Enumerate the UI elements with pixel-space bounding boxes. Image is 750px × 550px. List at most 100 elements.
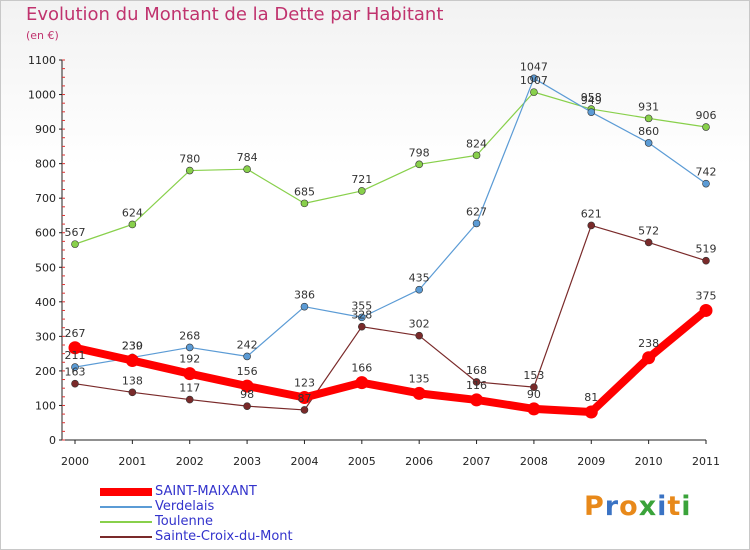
data-point: [644, 238, 653, 247]
series-line: [74, 91, 707, 245]
data-label: 798: [409, 146, 430, 159]
data-label: 153: [523, 369, 544, 382]
data-label: 328: [351, 309, 372, 322]
data-point: [644, 114, 653, 123]
data-label: 98: [240, 388, 254, 401]
line-chart: 0 100 200 300 400 500 600 700 800 900 1000 1100 2000…: [28, 54, 720, 468]
x-tick-label: 2009: [577, 455, 605, 468]
x-tick-label: 2002: [176, 455, 204, 468]
data-point: [527, 402, 541, 416]
data-point: [128, 220, 137, 229]
legend-label: Toulenne: [155, 514, 214, 529]
data-point: [183, 367, 197, 381]
y-tick-label: 400: [35, 296, 56, 309]
data-point: [470, 393, 484, 407]
legend-swatch: [100, 520, 152, 523]
data-label: 117: [179, 382, 200, 395]
data-point: [71, 379, 79, 388]
legend-swatch: [100, 535, 152, 538]
x-tick-label: 2004: [290, 455, 318, 468]
data-point: [412, 386, 426, 400]
logo-letter: o: [619, 491, 639, 522]
data-point: [240, 379, 254, 393]
data-point: [185, 343, 194, 352]
data-label: 135: [409, 372, 430, 385]
data-label: 90: [527, 388, 541, 401]
data-label: 784: [237, 151, 258, 164]
data-point: [128, 388, 137, 397]
x-tick-label: 2006: [405, 455, 433, 468]
data-label: 906: [696, 109, 717, 122]
series-verdelais: [71, 74, 710, 371]
data-label: 81: [584, 391, 598, 404]
series-line: [74, 224, 707, 411]
axes: 0 100 200 300 400 500 600 700 800 900 1000 1100 2000…: [28, 54, 720, 468]
data-label: 166: [351, 362, 372, 375]
data-label: 1007: [520, 74, 548, 87]
data-point: [243, 402, 251, 410]
x-tick-label: 2001: [118, 455, 146, 468]
y-tick-label: 100: [35, 399, 56, 412]
data-label: 230: [122, 340, 143, 353]
data-label: 721: [351, 173, 372, 186]
x-tick-label: 2011: [692, 455, 720, 468]
data-point: [243, 352, 251, 361]
logo-letter: i: [681, 491, 692, 522]
chart-subtitle: (en €): [26, 29, 59, 42]
data-point: [243, 165, 251, 173]
data-label: 302: [409, 318, 430, 331]
y-tick-label: 500: [35, 261, 56, 274]
data-point: [472, 378, 481, 386]
y-tick-label: 0: [49, 434, 56, 447]
data-label: 211: [65, 349, 86, 362]
data-point: [297, 391, 311, 405]
logo-letter: t: [667, 491, 682, 522]
data-label: 572: [638, 224, 659, 237]
data-label: 627: [466, 205, 487, 218]
legend-label: Sainte-Croix-du-Mont: [155, 529, 293, 544]
proxiti-logo: Proxiti: [584, 491, 692, 522]
legend-label: SAINT-MAIXANT: [155, 484, 257, 499]
x-tick-label: 2005: [348, 455, 376, 468]
data-label: 780: [179, 153, 200, 166]
data-point: [358, 187, 366, 195]
y-tick-label: 1000: [28, 89, 56, 102]
data-label: 138: [122, 374, 143, 387]
data-point: [185, 395, 194, 404]
x-tick-label: 2000: [61, 455, 89, 468]
y-tick-label: 900: [35, 123, 56, 136]
data-point: [472, 219, 481, 228]
data-point: [415, 331, 423, 340]
data-label: 931: [638, 100, 659, 113]
data-point: [584, 405, 598, 419]
data-label: 624: [122, 206, 143, 219]
data-point: [185, 166, 194, 175]
data-point: [530, 383, 538, 391]
data-point: [587, 108, 596, 116]
x-tick-label: 2010: [635, 455, 663, 468]
data-label: 958: [581, 91, 602, 104]
y-tick-label: 300: [35, 330, 56, 343]
data-point: [355, 376, 369, 390]
data-point: [642, 351, 656, 365]
data-point: [530, 88, 538, 96]
chart-title: Evolution du Montant de la Dette par Hab…: [26, 4, 444, 25]
data-label: 824: [466, 137, 487, 150]
data-point: [71, 240, 79, 248]
data-point: [530, 74, 538, 83]
y-tick-label: 800: [35, 158, 56, 171]
y-tick-label: 1100: [28, 54, 56, 67]
data-point: [125, 354, 139, 368]
data-point: [300, 406, 309, 414]
series-layer: [68, 74, 713, 419]
data-label: 1047: [520, 60, 548, 73]
data-point: [587, 221, 596, 230]
legend-label: Verdelais: [155, 499, 215, 514]
data-label: 621: [581, 207, 602, 220]
data-label: 355: [351, 299, 372, 312]
data-point: [702, 179, 710, 188]
data-label: 375: [696, 289, 717, 302]
series-line: [71, 306, 710, 417]
data-label: 156: [237, 365, 258, 378]
